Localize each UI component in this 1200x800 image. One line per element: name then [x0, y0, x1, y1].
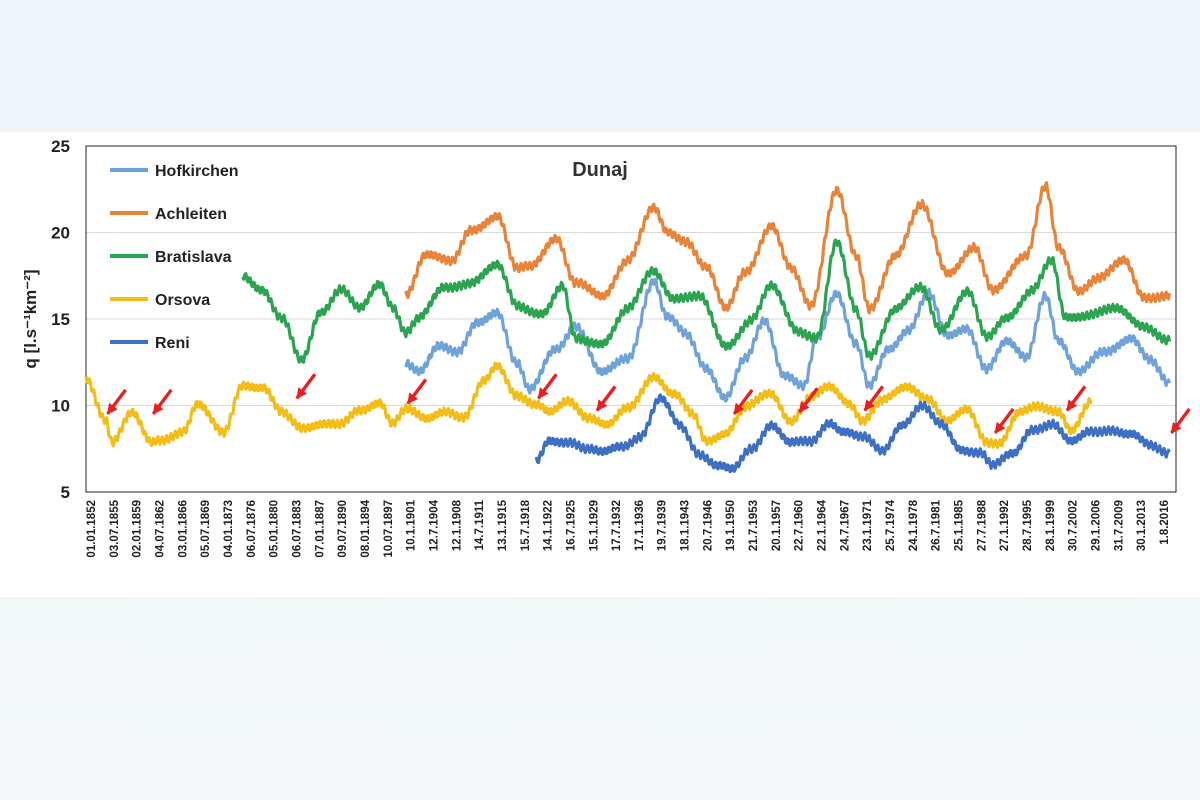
x-tick-label: 24.1.1978 [908, 499, 920, 551]
red-arrow-annotation [595, 385, 617, 412]
x-tick-label: 1.8.2016 [1159, 500, 1171, 545]
y-tick-label: 10 [51, 397, 70, 416]
annotation-arrows [106, 373, 1191, 434]
series-line-hofkirchen [404, 277, 1172, 403]
x-tick-label: 17.1.1936 [634, 500, 646, 551]
x-tick-label: 22.7.1960 [794, 500, 806, 551]
legend-label-achleiten: Achleiten [155, 206, 227, 223]
x-axis-ticks: 01.01.1852 03.07.1855 02.01.1859 04.07.1862… [86, 499, 1171, 557]
legend-label-orsova: Orsova [155, 292, 210, 309]
x-tick-label: 24.7.1967 [839, 500, 851, 551]
x-tick-label: 30.1.2013 [1136, 500, 1148, 551]
x-tick-label: 14.7.1911 [474, 499, 486, 550]
x-tick-label: 02.01.1859 [132, 500, 144, 558]
legend: Hofkirchen Achleiten Bratislava Orsova Reni [110, 163, 239, 352]
x-tick-label: 29.1.2006 [1091, 500, 1103, 551]
legend-label-reni: Reni [155, 335, 190, 352]
x-tick-label: 25.7.1974 [885, 499, 897, 551]
series-line-achleiten [404, 181, 1172, 315]
x-tick-label: 28.7.1995 [1022, 499, 1034, 551]
x-tick-label: 15.1.1929 [588, 500, 600, 551]
y-axis-label: q [l.s⁻¹km⁻²] [21, 269, 40, 368]
x-tick-label: 30.7.2002 [1068, 500, 1080, 551]
red-arrow-annotation [406, 378, 428, 405]
y-tick-label: 5 [61, 483, 70, 502]
x-tick-label: 06.07.1883 [292, 500, 304, 558]
x-tick-label: 06.07.1876 [246, 500, 258, 558]
x-tick-label: 04.01.1873 [223, 500, 235, 558]
x-tick-label: 16.7.1925 [565, 499, 577, 551]
x-tick-label: 15.7.1918 [520, 499, 532, 551]
x-tick-label: 12.7.1904 [428, 499, 440, 551]
x-tick-label: 18.1.1943 [680, 500, 692, 551]
red-arrow-annotation [536, 373, 558, 400]
red-arrow-annotation [863, 385, 885, 412]
series-line-orsova [84, 361, 1093, 449]
red-arrow-annotation [1065, 385, 1087, 412]
x-tick-label: 19.7.1939 [657, 500, 669, 551]
x-tick-label: 28.1.1999 [1045, 500, 1057, 551]
x-tick-label: 27.1.1992 [999, 500, 1011, 551]
red-arrow-annotation [993, 407, 1015, 434]
x-tick-label: 14.1.1922 [543, 500, 555, 551]
legend-label-hofkirchen: Hofkirchen [155, 163, 239, 180]
red-arrow-annotation [1170, 407, 1191, 434]
x-tick-label: 09.07.1890 [337, 500, 349, 558]
x-tick-label: 13.1.1915 [497, 499, 509, 551]
red-arrow-annotation [151, 388, 173, 415]
line-chart: 5 10 15 20 25 q [l.s⁻¹km⁻²] 01.01.1852 03.07.… [21, 137, 1191, 558]
x-tick-label: 27.7.1988 [976, 499, 988, 551]
y-tick-label: 25 [51, 137, 70, 156]
x-tick-label: 04.07.1862 [155, 500, 167, 558]
x-tick-label: 05.07.1869 [200, 500, 212, 558]
x-tick-label: 21.7.1953 [748, 500, 760, 551]
x-tick-label: 03.07.1855 [109, 499, 121, 557]
red-arrow-annotation [798, 387, 819, 414]
red-arrow-annotation [732, 388, 754, 415]
legend-label-bratislava: Bratislava [155, 249, 232, 266]
x-tick-label: 12.1.1908 [451, 499, 463, 551]
x-tick-label: 10.1.1901 [406, 499, 418, 551]
x-tick-label: 25.1.1985 [954, 499, 966, 551]
x-tick-label: 20.7.1946 [702, 500, 714, 551]
y-tick-label: 15 [51, 310, 70, 329]
chart-figure: 5 10 15 20 25 q [l.s⁻¹km⁻²] 01.01.1852 03.07.… [0, 132, 1200, 597]
x-tick-label: 20.1.1957 [771, 500, 783, 551]
x-tick-label: 31.7.2009 [1113, 500, 1125, 551]
series-line-bratislava [241, 238, 1172, 364]
x-tick-label: 10.07.1897 [383, 500, 395, 558]
chart-title: Dunaj [572, 159, 628, 181]
x-tick-label: 03.01.1866 [177, 500, 189, 558]
red-arrow-annotation [295, 373, 317, 400]
red-arrow-annotation [106, 388, 127, 415]
x-tick-label: 26.7.1981 [931, 499, 943, 551]
x-tick-label: 08.01.1894 [360, 499, 372, 557]
series-line-reni [534, 393, 1171, 474]
x-tick-label: 23.1.1971 [862, 499, 874, 551]
y-axis-ticks: 5 10 15 20 25 [51, 137, 70, 502]
series-lines [84, 181, 1172, 474]
x-tick-label: 17.7.1932 [611, 500, 623, 551]
y-tick-label: 20 [51, 224, 70, 243]
x-tick-label: 05.01.1880 [269, 500, 281, 558]
x-tick-label: 19.1.1950 [725, 500, 737, 551]
plot-area-frame [85, 145, 1177, 493]
x-tick-label: 01.01.1852 [86, 500, 98, 558]
x-tick-label: 22.1.1964 [817, 499, 829, 551]
x-tick-label: 07.01.1887 [314, 500, 326, 558]
